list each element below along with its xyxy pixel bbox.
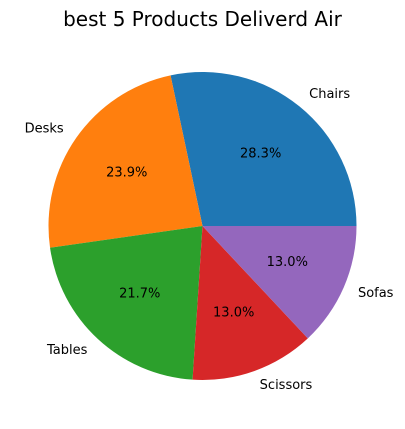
- category-label-chairs: Chairs: [309, 87, 350, 102]
- pie-slice-scissors: [192, 226, 308, 380]
- category-label-scissors: Scissors: [260, 378, 313, 393]
- percent-label-scissors: 13.0%: [213, 305, 254, 320]
- percent-label-tables: 21.7%: [119, 286, 160, 301]
- pie-slice-tables: [50, 226, 203, 380]
- percent-label-chairs: 28.3%: [240, 147, 281, 162]
- chart-title: best 5 Products Deliverd Air: [63, 7, 343, 31]
- category-label-tables: Tables: [46, 343, 88, 358]
- percent-label-sofas: 13.0%: [267, 255, 308, 270]
- pie-slice-sofas: [202, 226, 357, 339]
- pie-slices: [48, 72, 357, 380]
- category-labels: Chairs Desks Tables Scissors Sofas: [25, 87, 394, 393]
- category-label-desks: Desks: [25, 121, 64, 136]
- category-label-sofas: Sofas: [358, 286, 394, 301]
- percent-label-desks: 23.9%: [106, 166, 147, 181]
- percent-labels: 28.3% 23.9% 21.7% 13.0% 13.0%: [106, 147, 308, 321]
- pie-slice-desks: [48, 75, 203, 248]
- pie-slice-chairs: [170, 72, 357, 226]
